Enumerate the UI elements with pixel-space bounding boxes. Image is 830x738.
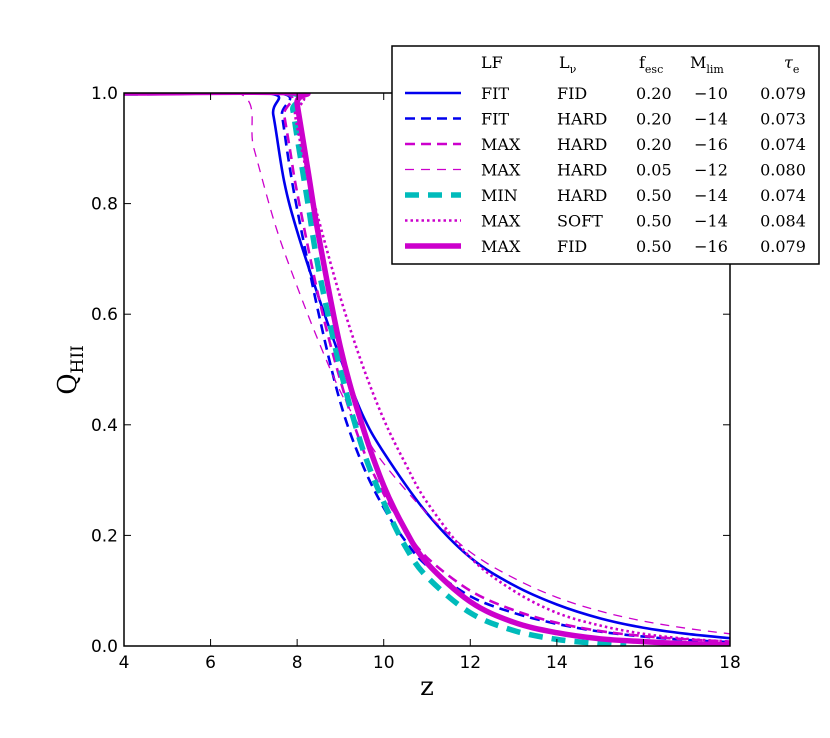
series-line bbox=[124, 93, 730, 640]
y-axis-label: QHII bbox=[53, 345, 88, 395]
series-line bbox=[124, 93, 730, 643]
x-tick-label: 16 bbox=[633, 653, 655, 673]
svg-text:QHII: QHII bbox=[53, 345, 88, 395]
x-tick-label: 18 bbox=[719, 653, 741, 673]
legend-header-lf: LF bbox=[481, 53, 503, 72]
y-tick-label: 0.4 bbox=[91, 416, 118, 436]
legend-header-mlim-main: M bbox=[690, 53, 706, 72]
legend-cell-lnu: HARD bbox=[557, 161, 607, 180]
x-tick-label: 4 bbox=[119, 653, 130, 673]
legend-header-fesc: fesc bbox=[639, 53, 663, 76]
legend-header-mlim-sub: lim bbox=[706, 63, 724, 76]
legend-header-fesc-sub: esc bbox=[645, 63, 663, 76]
legend-cell-lf: FIT bbox=[481, 84, 509, 103]
legend-cell-tau: 0.079 bbox=[760, 237, 806, 256]
legend-cell-lf: MAX bbox=[481, 161, 521, 180]
legend-cell-tau: 0.074 bbox=[760, 135, 806, 154]
legend-cell-lnu: SOFT bbox=[557, 212, 603, 231]
x-tick-label: 14 bbox=[546, 653, 568, 673]
legend: LF Lν fesc Mlim τe FIT FID 0.20 −10 0.079FIT… bbox=[391, 45, 820, 265]
legend-cell-lf: MAX bbox=[481, 135, 521, 154]
legend-cell-mlim: −12 bbox=[694, 161, 728, 180]
legend-header-lnu-main: L bbox=[559, 53, 570, 72]
series-line bbox=[124, 93, 627, 646]
legend-box bbox=[391, 45, 820, 265]
legend-cell-fesc: 0.20 bbox=[636, 135, 672, 154]
legend-cell-fesc: 0.50 bbox=[636, 212, 672, 231]
legend-header-lnu-sub: ν bbox=[570, 63, 577, 76]
legend-cell-fesc: 0.20 bbox=[636, 84, 672, 103]
x-tick-label: 10 bbox=[373, 653, 395, 673]
legend-header-lnu: Lν bbox=[559, 53, 577, 76]
legend-cell-mlim: −14 bbox=[694, 110, 728, 129]
legend-cell-mlim: −10 bbox=[694, 84, 728, 103]
legend-cell-tau: 0.084 bbox=[760, 212, 806, 231]
legend-cell-fesc: 0.50 bbox=[636, 186, 672, 205]
series-line bbox=[124, 93, 730, 635]
legend-cell-lnu: HARD bbox=[557, 186, 607, 205]
legend-cell-tau: 0.080 bbox=[760, 161, 806, 180]
series-line bbox=[124, 93, 730, 646]
legend-cell-mlim: −16 bbox=[694, 237, 728, 256]
ticks-layer: 4 6 8 10 12 14 16 18 0.0 0.2 0.4 0.6 0.8 1.0 bbox=[91, 84, 741, 673]
legend-cell-tau: 0.074 bbox=[760, 186, 806, 205]
legend-cell-lnu: HARD bbox=[557, 110, 607, 129]
legend-cell-tau: 0.073 bbox=[760, 110, 806, 129]
legend-cell-mlim: −14 bbox=[694, 186, 728, 205]
legend-cell-lf: MAX bbox=[481, 212, 521, 231]
legend-cell-lf: MAX bbox=[481, 237, 521, 256]
legend-cell-lnu: FID bbox=[557, 84, 587, 103]
legend-header-tau-main: τ bbox=[784, 53, 794, 72]
series-line bbox=[124, 93, 730, 643]
legend-header-tau: τe bbox=[784, 53, 799, 76]
legend-cell-mlim: −14 bbox=[694, 212, 728, 231]
legend-cell-lnu: HARD bbox=[557, 135, 607, 154]
legend-cell-mlim: −16 bbox=[694, 135, 728, 154]
legend-cell-lf: MIN bbox=[481, 186, 518, 205]
y-tick-label: 0.2 bbox=[91, 526, 118, 546]
legend-rows: FIT FID 0.20 −10 0.079 FIT HARD 0.20 −14 0.073 MAX… bbox=[405, 84, 806, 256]
legend-cell-lf: FIT bbox=[481, 110, 509, 129]
x-tick-label: 12 bbox=[459, 653, 481, 673]
y-tick-label: 0.0 bbox=[91, 637, 118, 657]
y-tick-label: 0.6 bbox=[91, 305, 118, 325]
x-tick-label: 8 bbox=[292, 653, 303, 673]
y-tick-label: 0.8 bbox=[91, 195, 118, 215]
x-tick-label: 6 bbox=[205, 653, 216, 673]
y-axis-label-sub: HII bbox=[68, 345, 88, 373]
legend-cell-lnu: FID bbox=[557, 237, 587, 256]
legend-cell-fesc: 0.05 bbox=[636, 161, 672, 180]
legend-header-fesc-main: f bbox=[639, 53, 646, 72]
x-axis-label: z bbox=[420, 672, 434, 702]
y-axis-label-main: Q bbox=[53, 373, 83, 394]
legend-cell-fesc: 0.20 bbox=[636, 110, 672, 129]
legend-cell-fesc: 0.50 bbox=[636, 237, 672, 256]
legend-header-tau-sub: e bbox=[793, 63, 800, 76]
legend-header-mlim: Mlim bbox=[690, 53, 724, 76]
legend-cell-tau: 0.079 bbox=[760, 84, 806, 103]
series-layer bbox=[124, 93, 730, 646]
y-tick-label: 1.0 bbox=[91, 84, 118, 104]
